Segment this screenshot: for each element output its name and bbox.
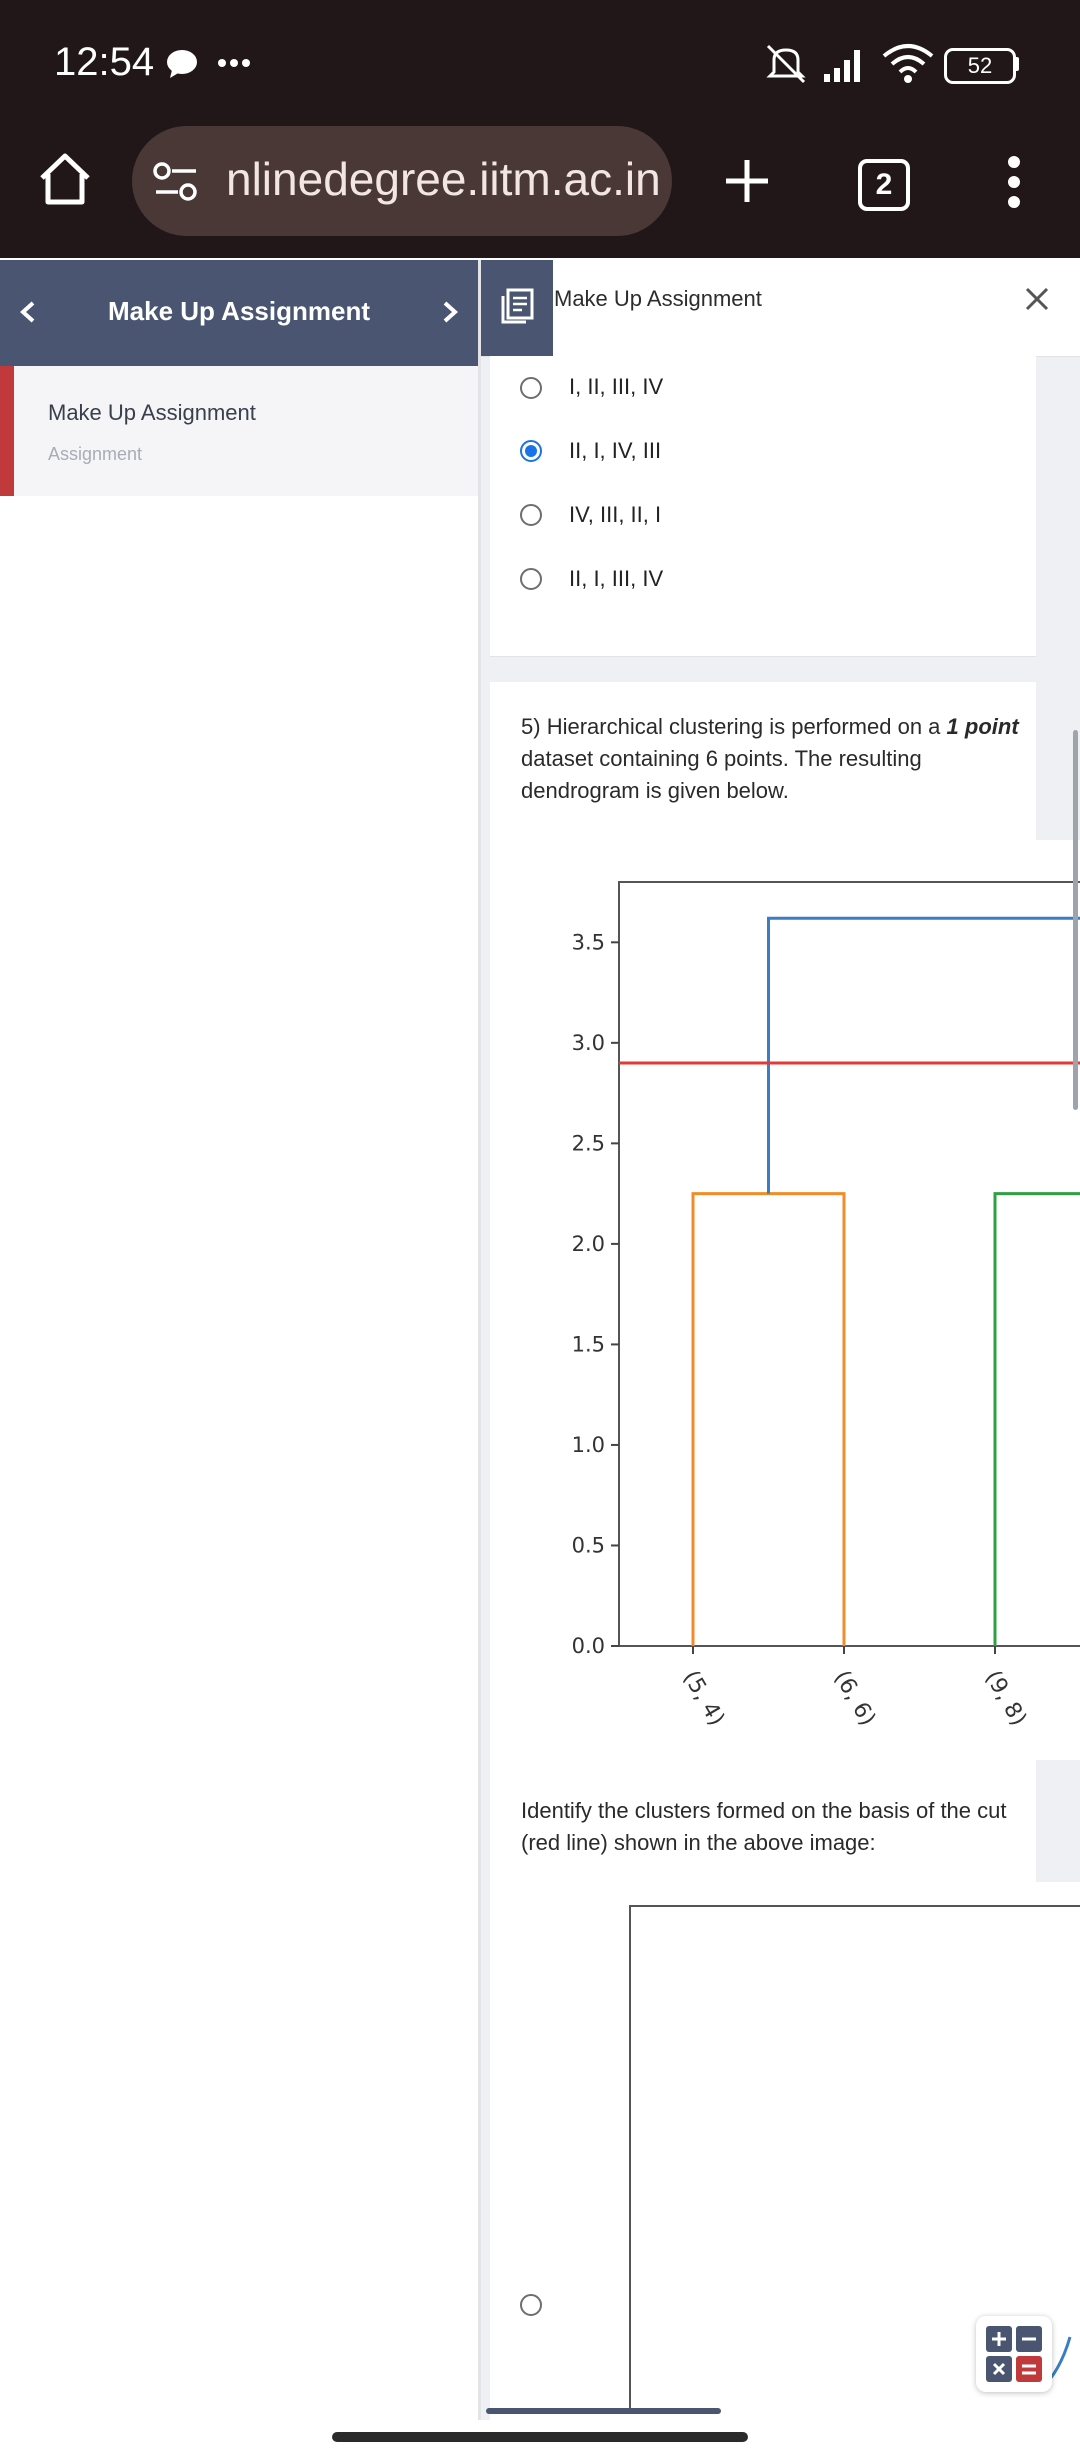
identify-line2: (red line) shown in the above image: — [521, 1830, 876, 1855]
notes-icon[interactable] — [500, 288, 534, 324]
option-radio[interactable] — [520, 504, 542, 526]
url-text[interactable]: nlinedegree.iitm.ac.in — [226, 153, 661, 205]
status-time: 12:54 — [54, 40, 155, 84]
sidebar-item-assignment[interactable] — [0, 366, 478, 496]
wifi-icon — [882, 44, 934, 83]
gesture-bar — [332, 2432, 748, 2442]
y-tick-label: 3.0 — [572, 1031, 605, 1055]
x-tick-label: (9, 8) — [980, 1667, 1031, 1731]
address-bar[interactable] — [132, 126, 672, 236]
calculator-icon[interactable] — [986, 2326, 1042, 2382]
browser-menu-icon[interactable] — [1000, 154, 1028, 210]
root-link — [767, 916, 1080, 1194]
battery-tip — [1014, 57, 1019, 71]
y-tick-label: 2.0 — [572, 1232, 605, 1256]
close-icon[interactable] — [1024, 286, 1050, 312]
x-tick-label: (5, 4) — [678, 1667, 729, 1731]
more-notifications-icon — [218, 59, 250, 67]
new-tab-icon[interactable] — [722, 156, 772, 206]
vertical-scrollbar[interactable] — [1073, 730, 1078, 1110]
option-label[interactable]: II, I, IV, III — [569, 438, 662, 463]
option-label[interactable]: II, I, III, IV — [569, 566, 664, 591]
option-label[interactable]: IV, III, II, I — [569, 502, 662, 527]
home-icon[interactable] — [36, 150, 94, 208]
content-title: Make Up Assignment — [554, 286, 762, 311]
tab-switcher-button[interactable]: 2 — [858, 159, 910, 211]
sidebar-item-title: Make Up Assignment — [48, 400, 256, 425]
signal-icon — [824, 50, 860, 82]
chevron-left-icon[interactable] — [18, 300, 38, 324]
orange-cluster-link — [691, 1192, 846, 1646]
dendrogram-card — [490, 840, 1080, 1760]
y-tick-label: 0.0 — [572, 1634, 605, 1658]
chat-notification-icon — [167, 50, 197, 78]
panel-divider — [478, 260, 481, 2420]
option-radio[interactable] — [520, 2294, 542, 2316]
mute-icon — [766, 44, 806, 84]
option-radio-selected[interactable] — [520, 440, 542, 462]
y-tick-label: 1.0 — [572, 1433, 605, 1457]
option-radio[interactable] — [520, 568, 542, 590]
question5-line3: dendrogram is given below. — [521, 778, 789, 803]
question5-card — [490, 682, 1036, 840]
identify-line1: Identify the clusters formed on the basi… — [521, 1798, 1007, 1823]
option-radio[interactable] — [520, 377, 542, 399]
dendrogram-chart: 0.0 0.5 1.0 1.5 2.0 2.5 3.0 3.5 (5, 4) (6, 6) (9, … — [572, 881, 1080, 1731]
green-cluster-link — [993, 1192, 1080, 1646]
active-item-indicator — [0, 366, 14, 496]
option-label[interactable]: I, II, III, IV — [569, 374, 664, 399]
question5-line2: dataset containing 6 points. The resulti… — [521, 746, 922, 771]
points-badge: 1 point — [946, 714, 1019, 739]
y-tick-label: 1.5 — [572, 1332, 605, 1356]
identify-text-card — [490, 1760, 1036, 1882]
question4-options-card — [490, 356, 1036, 657]
sidebar-item-subtitle: Assignment — [48, 444, 143, 464]
left-panel-title: Make Up Assignment — [108, 296, 370, 326]
content-header-icon-box[interactable] — [481, 260, 553, 356]
x-tick-label: (6, 6) — [829, 1667, 880, 1731]
scatter-frame — [629, 1905, 1080, 2410]
y-tick-label: 3.5 — [572, 930, 605, 954]
battery-indicator: 52 — [944, 48, 1016, 84]
y-tick-label: 0.5 — [572, 1533, 605, 1557]
question-text: Hierarchical clustering is performed on … — [546, 714, 941, 739]
left-panel-header — [0, 260, 478, 366]
horizontal-scrollbar[interactable] — [486, 2408, 721, 2414]
dendrogram-frame — [618, 881, 1080, 1647]
question5-line1: 5) Hierarchical clustering is performed … — [521, 711, 1019, 743]
question-number: 5) — [521, 714, 541, 739]
site-settings-icon[interactable] — [152, 160, 200, 204]
chevron-right-icon[interactable] — [440, 300, 460, 324]
y-tick-label: 2.5 — [572, 1131, 605, 1155]
